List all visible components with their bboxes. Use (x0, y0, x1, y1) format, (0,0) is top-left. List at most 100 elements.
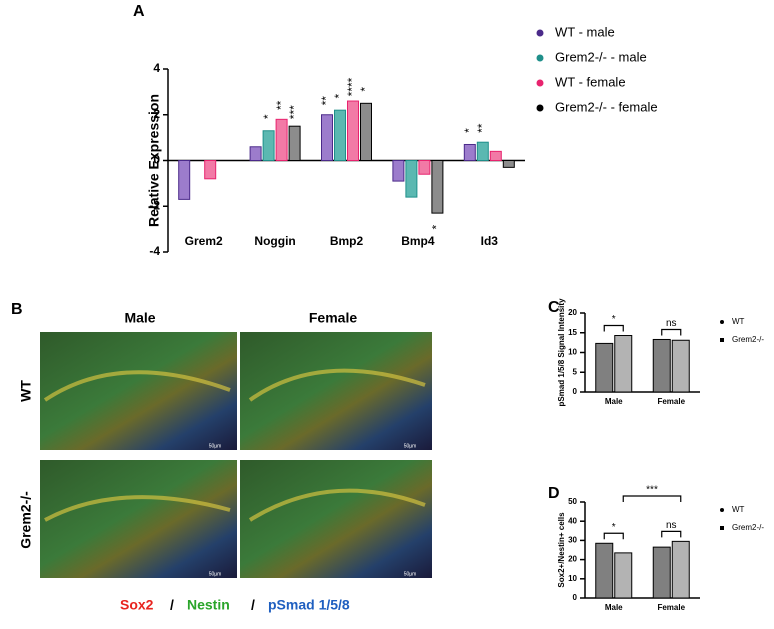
bar (671, 339, 690, 393)
legend-marker (720, 320, 724, 324)
legend-label: WT - female (555, 74, 626, 89)
legend-label: WT (732, 505, 745, 514)
bar (288, 125, 301, 161)
bar (431, 160, 444, 214)
panel-label: D (548, 485, 560, 502)
bar (671, 540, 690, 599)
panel-label: B (11, 301, 23, 318)
x-tick-label: Bmp4 (401, 234, 435, 248)
row-label: Grem2-/- (18, 491, 34, 549)
bar (595, 342, 614, 393)
significance: ** (274, 100, 288, 110)
legend-label: Grem2-/- - female (555, 99, 658, 114)
bracket (603, 532, 624, 540)
column-label: Female (309, 310, 357, 326)
legend-label: WT - male (555, 24, 615, 39)
y-tick-label: -2 (149, 198, 160, 212)
significance: * (332, 94, 346, 99)
y-axis-label: Sox2+/Nestin+ cells (557, 512, 566, 588)
bar (405, 160, 418, 198)
scale-bar-label: 50µm (404, 443, 417, 449)
stain-label: / (170, 597, 174, 613)
y-axis-label: Relative Expression (146, 94, 162, 227)
significance: *** (287, 105, 301, 119)
legend-marker (720, 338, 724, 342)
legend-marker (536, 79, 544, 87)
stain-label: Sox2 (120, 597, 154, 613)
bar (476, 141, 489, 161)
x-tick-label: Id3 (481, 234, 499, 248)
bar (275, 118, 288, 161)
panel-label: C (548, 299, 560, 316)
significance: ns (666, 318, 677, 329)
bar (334, 109, 346, 162)
bar (502, 160, 515, 168)
bar (595, 542, 614, 599)
y-tick-label: 15 (568, 328, 577, 337)
stain-label: pSmad 1/5/8 (268, 597, 350, 613)
significance: *** (646, 485, 658, 496)
bar (614, 552, 633, 599)
micrograph (40, 332, 237, 450)
bar (262, 130, 275, 161)
y-tick-label: 4 (153, 61, 160, 75)
legend-label: Grem2-/- (732, 523, 764, 532)
y-tick-label: 0 (573, 387, 578, 396)
bar (614, 335, 633, 393)
y-tick-label: 40 (568, 516, 577, 525)
stain-label: Nestin (187, 597, 230, 613)
bracket (603, 324, 624, 332)
significance: ** (475, 123, 489, 133)
bar (392, 160, 405, 182)
significance: ns (666, 520, 677, 531)
y-tick-label: 10 (568, 348, 577, 357)
significance: * (612, 314, 616, 325)
legend-marker (720, 508, 724, 512)
bar (204, 160, 217, 180)
bar (178, 160, 191, 200)
bracket (661, 530, 682, 538)
scale-bar-label: 50µm (209, 571, 222, 577)
significance: * (261, 114, 275, 119)
legend-marker (720, 526, 724, 530)
significance: * (612, 522, 616, 533)
panel-label: A (133, 3, 145, 20)
legend-label: Grem2-/- - male (555, 49, 647, 64)
bar (249, 146, 262, 161)
bar (652, 546, 671, 599)
y-tick-label: 0 (153, 153, 160, 167)
bar (489, 150, 502, 162)
y-tick-label: 5 (573, 367, 578, 376)
x-tick-label: Male (605, 397, 623, 406)
x-tick-label: Bmp2 (330, 234, 364, 248)
cell-layer (43, 368, 426, 522)
bar (463, 143, 476, 162)
y-tick-label: 20 (568, 308, 577, 317)
bar (321, 114, 333, 161)
x-tick-label: Female (657, 603, 685, 612)
significance: * (358, 87, 372, 92)
x-tick-label: Noggin (254, 234, 295, 248)
row-label: WT (18, 380, 34, 402)
significance: * (430, 224, 444, 229)
legend-marker (536, 54, 544, 62)
stain-label: / (251, 597, 255, 613)
legend-marker (536, 104, 544, 112)
y-axis-label: pSmad 1/5/8 Signal Intensity (557, 298, 566, 407)
legend-label: Grem2-/- (732, 335, 764, 344)
bracket (661, 328, 682, 336)
y-tick-label: -4 (149, 244, 160, 258)
y-tick-label: 0 (573, 593, 578, 602)
significance: ** (319, 96, 333, 106)
bar (652, 338, 671, 393)
x-tick-label: Male (605, 603, 623, 612)
micrograph (240, 460, 432, 578)
scale-bar-label: 50µm (404, 571, 417, 577)
legend-label: WT (732, 317, 745, 326)
significance: * (462, 128, 476, 133)
scale-bar-label: 50µm (209, 443, 222, 449)
bar (418, 160, 431, 175)
bar (347, 100, 359, 161)
bar (360, 102, 372, 161)
